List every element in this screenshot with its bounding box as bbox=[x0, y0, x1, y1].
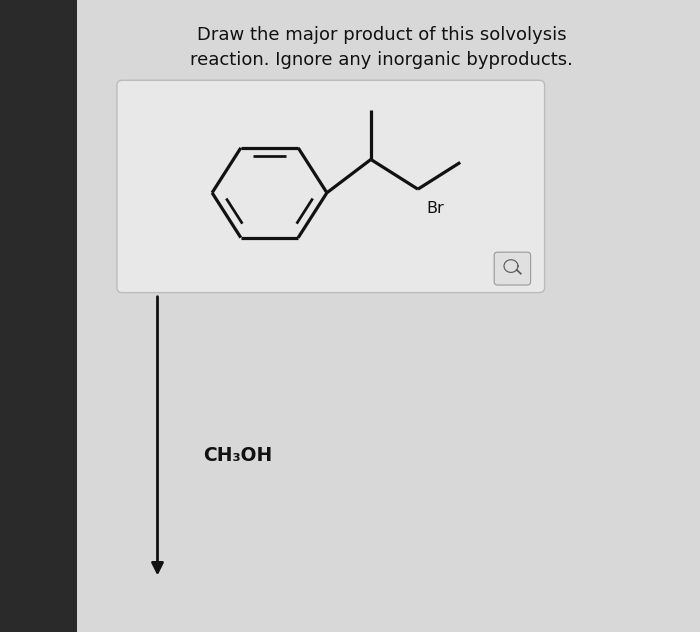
Text: Br: Br bbox=[426, 200, 444, 216]
FancyBboxPatch shape bbox=[117, 80, 545, 293]
Text: reaction. Ignore any inorganic byproducts.: reaction. Ignore any inorganic byproduct… bbox=[190, 51, 573, 69]
Text: Draw the major product of this solvolysis: Draw the major product of this solvolysi… bbox=[197, 26, 566, 44]
Text: CH₃OH: CH₃OH bbox=[203, 446, 272, 465]
Bar bbox=[0, 0, 77, 632]
FancyBboxPatch shape bbox=[494, 252, 531, 285]
